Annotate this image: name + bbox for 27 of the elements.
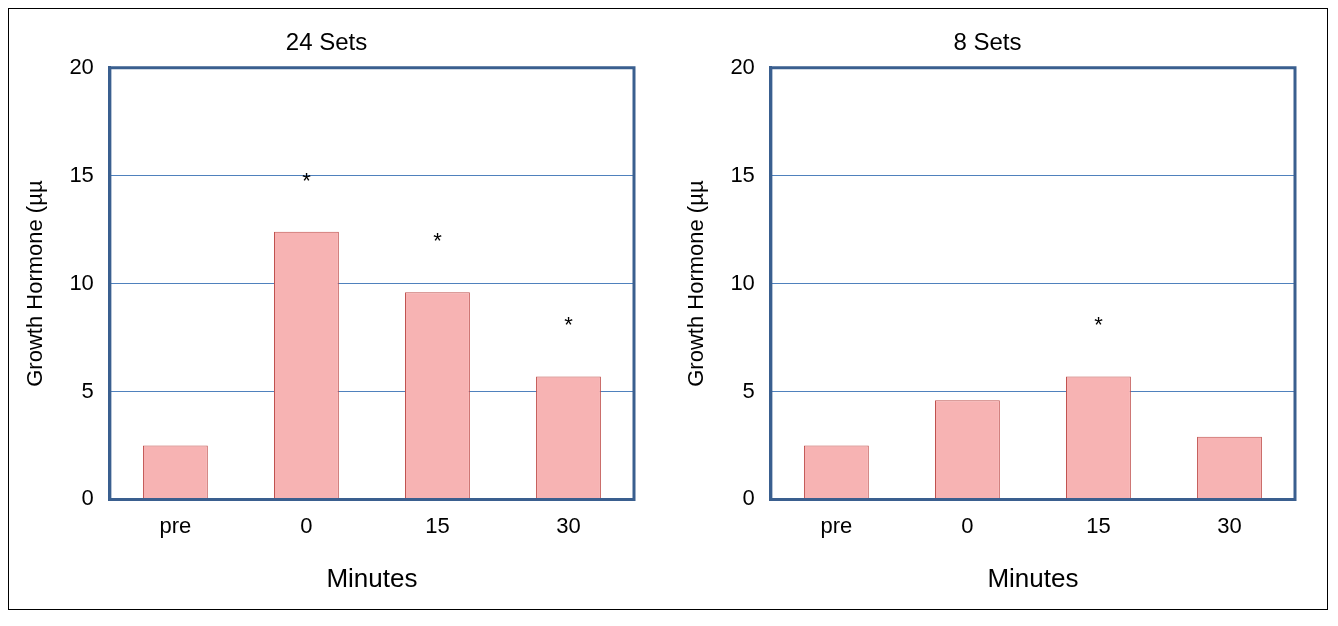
chart-title: 24 Sets: [285, 28, 368, 56]
y-tick-label: 10: [69, 269, 94, 295]
y-axis-title: Growth Hormone (µµ: [683, 180, 709, 387]
annotation: *: [433, 228, 443, 254]
y-tick-label: 5: [81, 377, 94, 403]
y-tick-label: 5: [742, 377, 755, 403]
y-tick-label: 0: [742, 485, 755, 511]
annotation: *: [564, 312, 574, 338]
x-tick-label: 15: [1086, 512, 1111, 538]
y-axis-title: Growth Hormone (µµ: [22, 180, 48, 387]
y-tick-label: 20: [730, 53, 755, 79]
x-tick-label: pre: [159, 512, 192, 538]
x-tick-label: 0: [961, 512, 974, 538]
y-tick-label: 15: [69, 161, 94, 187]
chart-title: 8 Sets: [953, 28, 1022, 56]
x-tick-label: pre: [820, 512, 853, 538]
annotation: *: [1094, 312, 1104, 338]
x-tick-label: 30: [1217, 512, 1242, 538]
x-axis-title: Minutes: [326, 562, 418, 593]
y-tick-label: 10: [730, 269, 755, 295]
x-tick-label: 30: [556, 512, 581, 538]
y-tick-label: 20: [69, 53, 94, 79]
x-tick-label: 15: [425, 512, 450, 538]
y-tick-label: 0: [81, 485, 94, 511]
x-axis-title: Minutes: [987, 562, 1079, 593]
y-tick-label: 15: [730, 161, 755, 187]
x-tick-label: 0: [300, 512, 313, 538]
